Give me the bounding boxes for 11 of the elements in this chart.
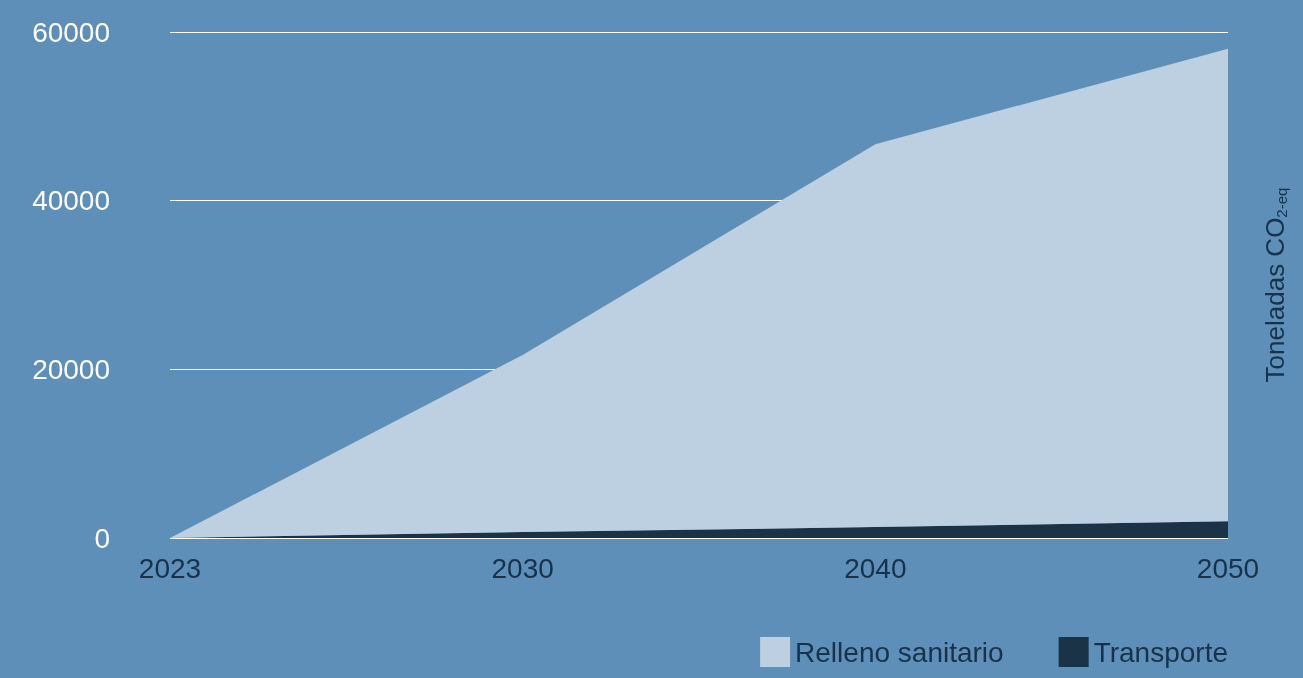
y-tick-label: 20000 <box>32 353 110 385</box>
legend-label: Relleno sanitario <box>795 636 1004 668</box>
x-tick-label: 2023 <box>138 552 202 584</box>
y-tick-label: 0 <box>94 522 110 554</box>
y-tick-label: 60000 <box>32 16 110 48</box>
y-tick-label: 40000 <box>32 185 110 217</box>
x-tick-label: 2030 <box>491 552 554 584</box>
y-axis-title: Toneladas CO2-eq <box>1259 187 1290 383</box>
x-tick-label: 2050 <box>1196 552 1260 584</box>
legend-label: Transporte <box>1093 636 1229 668</box>
x-tick-label: 2040 <box>844 552 907 584</box>
